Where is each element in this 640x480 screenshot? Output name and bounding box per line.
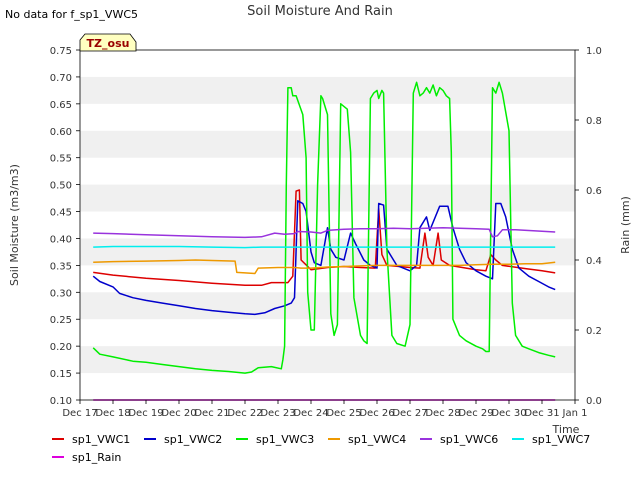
legend: sp1_VWC1 sp1_VWC2 sp1_VWC3 sp1_VWC4 sp1_VWC6… [52, 433, 590, 464]
x-tick-label: Dec 21 [194, 408, 229, 419]
y-tick-label: 0.40 [50, 234, 72, 245]
y2-tick-label: 0.0 [586, 396, 602, 407]
y-tick-label: 0.10 [50, 396, 72, 407]
badge-box [79, 33, 137, 52]
legend-label-sp1_Rain: sp1_Rain [72, 451, 121, 464]
y-tick-label: 0.25 [50, 315, 72, 326]
y2-tick-label: 0.6 [586, 186, 602, 197]
y2-tick-label: 0.8 [586, 116, 602, 127]
series-line-sp1_VWC4 [93, 259, 556, 275]
y2-axis-label: Rain (mm) [619, 196, 632, 254]
legend-label-sp1_VWC2: sp1_VWC2 [164, 433, 222, 446]
legend-label-sp1_VWC6: sp1_VWC6 [440, 433, 498, 446]
x-tick-label: Dec 27 [392, 408, 427, 419]
x-tick-label: Dec 25 [326, 408, 361, 419]
y2-tick-label: 1.0 [586, 46, 602, 57]
plot-frame [79, 49, 576, 401]
y-tick-label: 0.70 [50, 73, 72, 84]
y-tick-label: 0.15 [50, 369, 72, 380]
x-axis-label: Time [552, 423, 580, 436]
no-data-notice: No data for f_sp1_VWC5 [5, 8, 138, 21]
series-line-sp1_VWC3 [92, 81, 556, 374]
y-tick-label: 0.75 [50, 46, 72, 57]
x-tick-label: Dec 24 [293, 408, 328, 419]
x-tick-label: Dec 19 [128, 408, 163, 419]
legend-label-sp1_VWC4: sp1_VWC4 [348, 433, 406, 446]
series-line-sp1_VWC7 [93, 245, 556, 249]
series-line-sp1_VWC2 [92, 200, 556, 316]
grid-band [80, 346, 575, 374]
badge-text: TZ_osu [87, 37, 130, 50]
x-tick-label: Dec 23 [260, 408, 295, 419]
x-tick-label: Dec 26 [359, 408, 394, 419]
y-tick-label: 0.30 [50, 288, 72, 299]
legend-label-sp1_VWC3: sp1_VWC3 [256, 433, 314, 446]
grid-band [80, 292, 575, 320]
x-tick-label: Dec 18 [95, 408, 130, 419]
x-tick-label: Dec 17 [62, 408, 97, 419]
grid-band [80, 184, 575, 212]
x-tick-label: Jan 1 [562, 408, 588, 419]
y-tick-label: 0.20 [50, 342, 72, 353]
site-badge: TZ_osu [79, 33, 137, 52]
x-tick-label: Dec 20 [161, 408, 196, 419]
y-tick-label: 0.65 [50, 100, 72, 111]
y-tick-label: 0.55 [50, 154, 72, 165]
chart-title: Soil Moisture And Rain [247, 4, 393, 19]
y-tick-label: 0.45 [50, 208, 72, 219]
y-axis-label: Soil Moisture (m3/m3) [8, 164, 21, 286]
y2-tick-label: 0.2 [586, 326, 602, 337]
y-tick-label: 0.35 [50, 261, 72, 272]
x-tick-label: Dec 22 [227, 408, 262, 419]
x-tick-label: Dec 31 [524, 408, 559, 419]
y-tick-label: 0.60 [50, 127, 72, 138]
left-y-axis: 0.10 0.15 0.20 0.25 0.30 0.35 0.40 0.45 0.50 0.55… [50, 46, 80, 407]
y-tick-label: 0.50 [50, 181, 72, 192]
legend-label-sp1_VWC7: sp1_VWC7 [532, 433, 590, 446]
y2-tick-label: 0.4 [586, 256, 602, 267]
x-tick-label: Dec 28 [425, 408, 460, 419]
legend-label-sp1_VWC1: sp1_VWC1 [72, 433, 130, 446]
right-y-axis: 0.0 0.2 0.4 0.6 0.8 1.0 [575, 46, 602, 407]
grid-band [80, 76, 575, 104]
x-tick-label: Dec 29 [458, 408, 493, 419]
series-line-sp1_VWC6 [93, 226, 556, 239]
x-tick-label: Dec 30 [491, 408, 526, 419]
